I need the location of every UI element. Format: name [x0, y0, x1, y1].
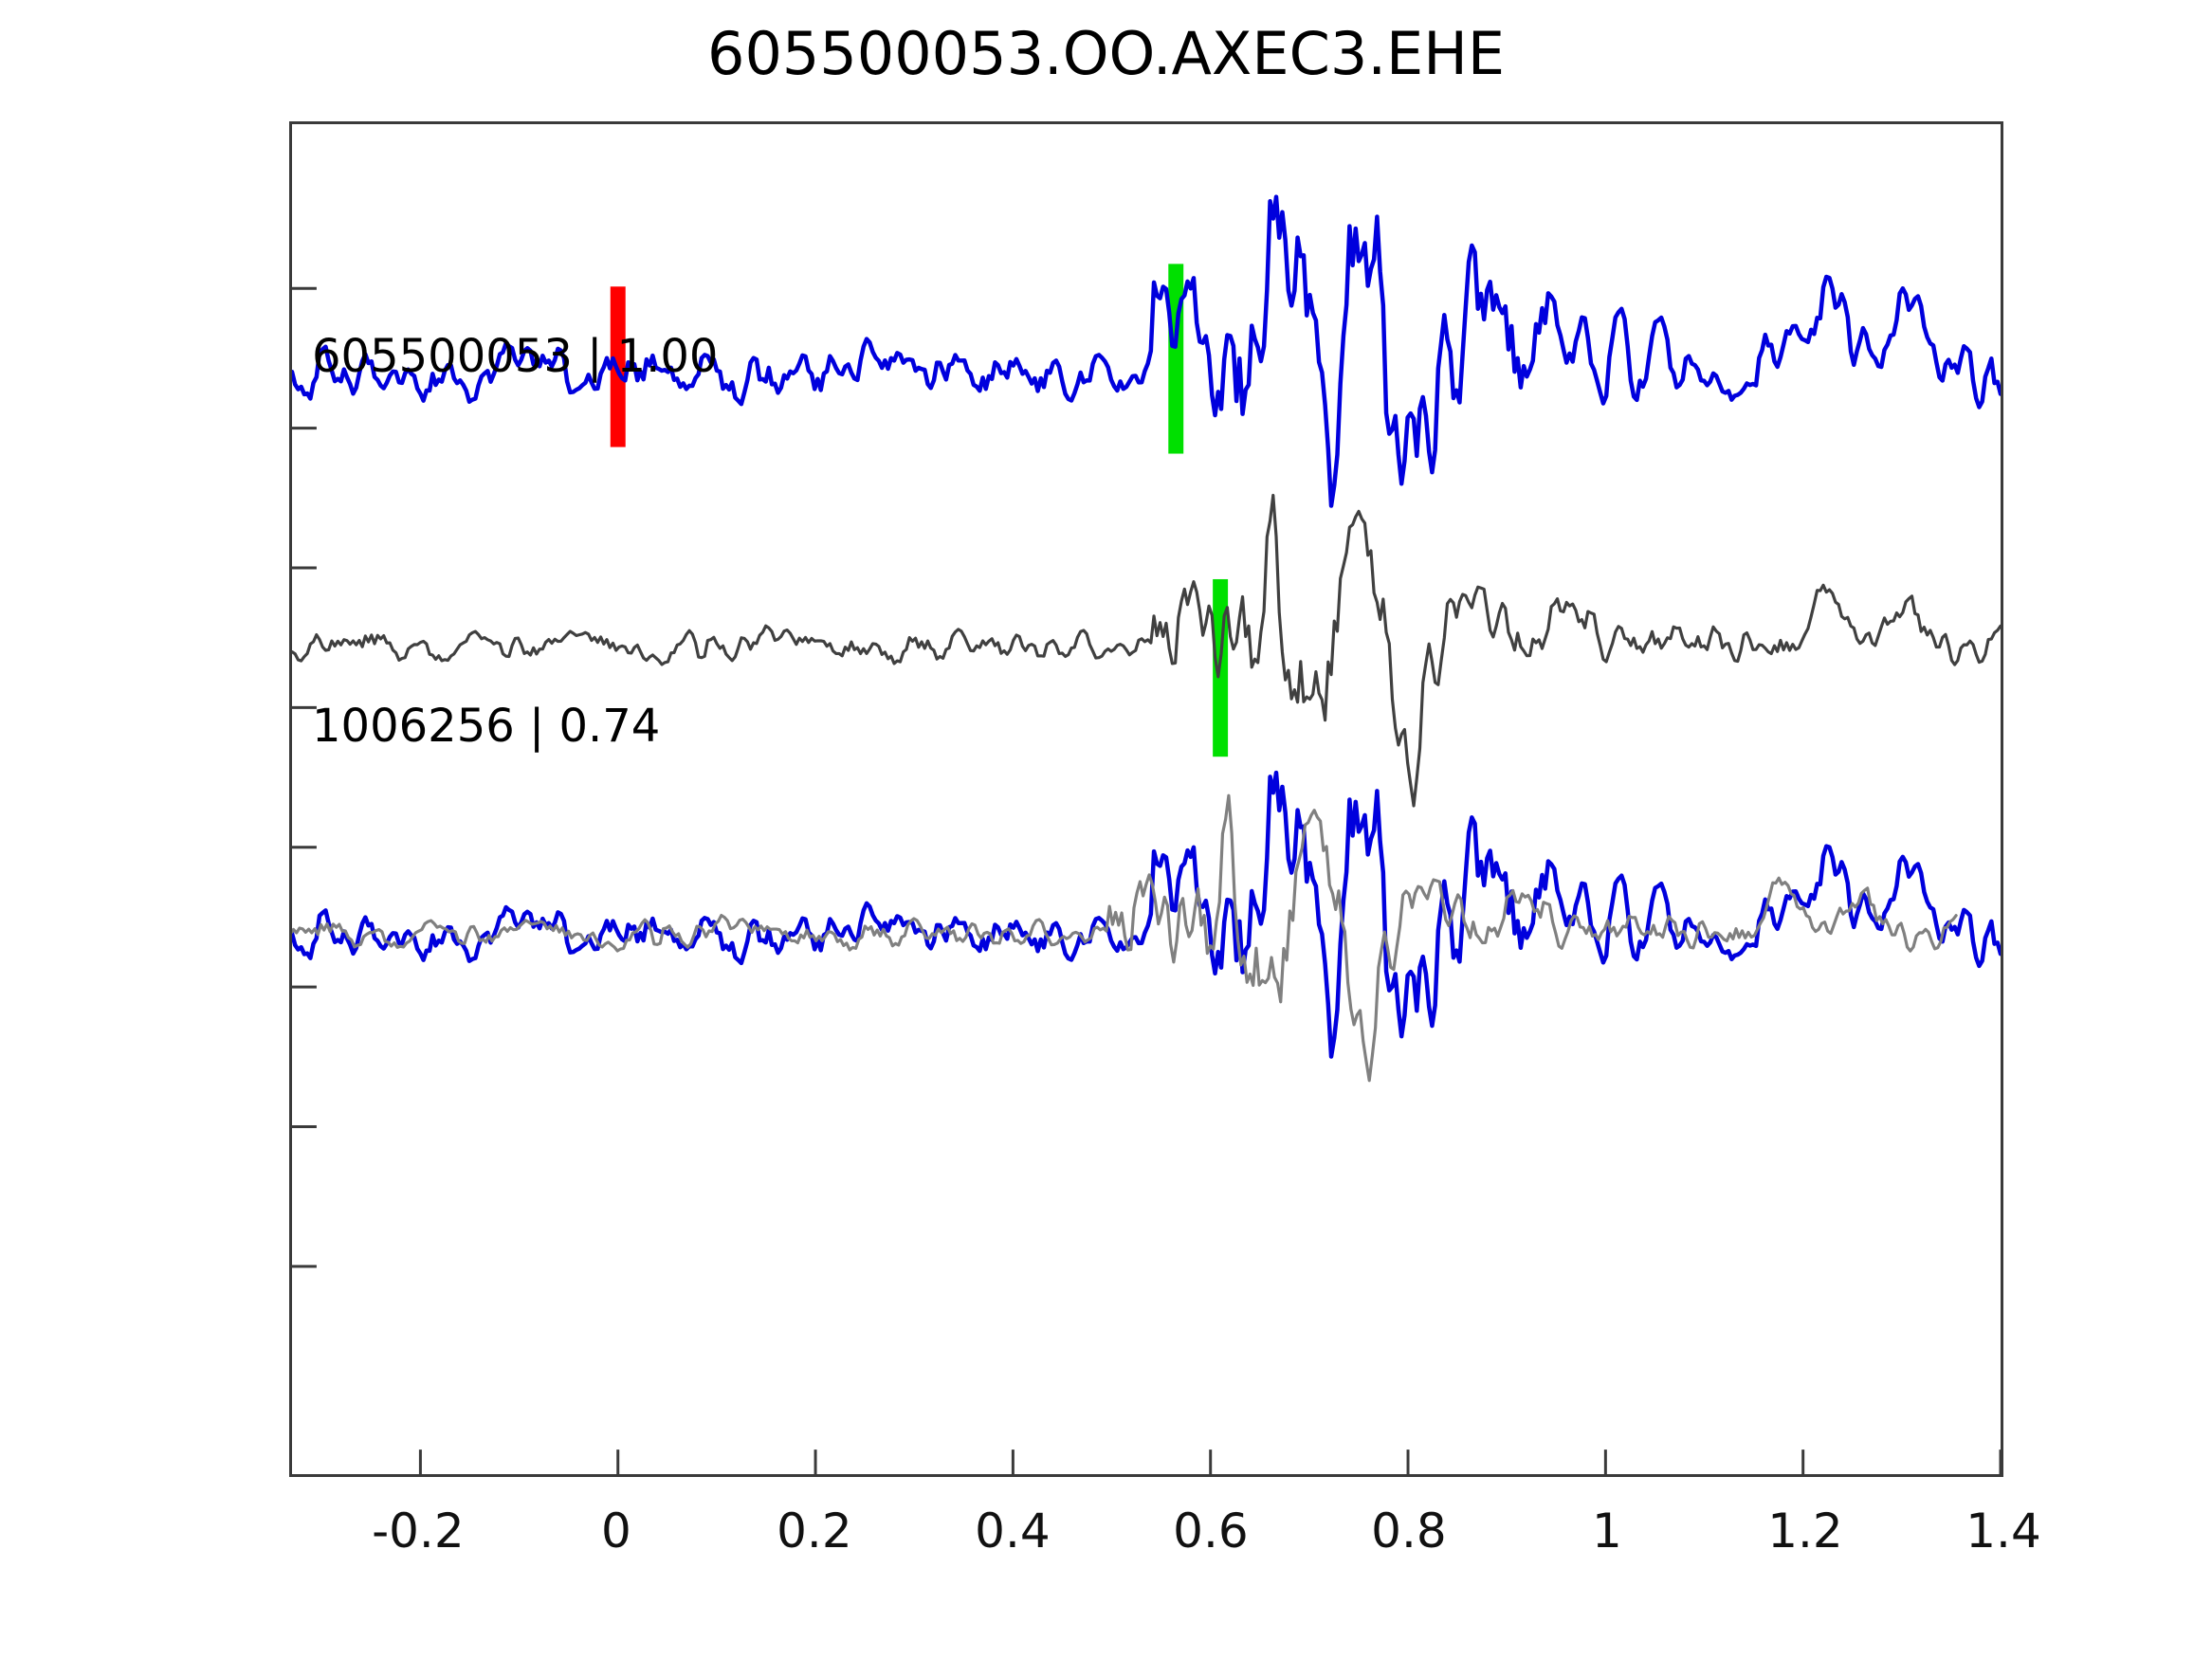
x-axis-tick-label: 0.6: [1173, 1504, 1249, 1559]
plot-area: [289, 121, 2003, 1477]
waveform-trace: [292, 793, 1958, 1083]
x-axis-tick-label: 0.4: [975, 1504, 1051, 1559]
waveform-trace: [292, 493, 2001, 808]
waveform-canvas: [292, 194, 2001, 1474]
x-axis-tick-label: -0.2: [372, 1504, 465, 1559]
x-axis-tick-label: 1.2: [1767, 1504, 1843, 1559]
x-axis-tick-label: 0.8: [1371, 1504, 1447, 1559]
trace-label: 605500053 | 1.00: [312, 330, 719, 383]
x-axis-tick-label: 0: [600, 1504, 631, 1559]
traces-group: [292, 194, 2001, 1083]
x-axis-tick-label: 1: [1592, 1504, 1622, 1559]
waveform-trace: [292, 194, 2001, 508]
x-axis-tick-label: 1.4: [1965, 1504, 2041, 1559]
trace-label: 1006256 | 0.74: [312, 700, 661, 753]
page-title: 605500053.OO.AXEC3.EHE: [707, 19, 1505, 88]
s-pick-marker: [1168, 264, 1184, 454]
waveform-trace: [292, 770, 2001, 1059]
x-axis-tick-label: 0.2: [777, 1504, 852, 1559]
